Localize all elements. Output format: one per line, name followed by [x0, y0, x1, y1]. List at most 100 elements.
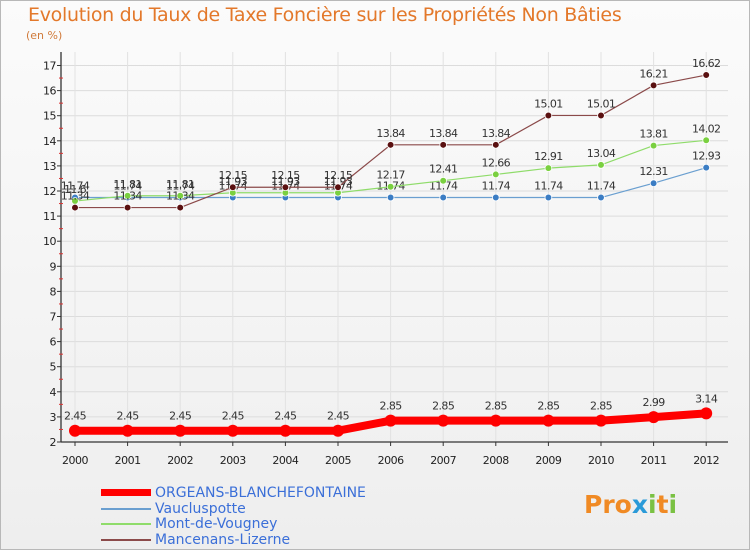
data-point [491, 193, 500, 202]
data-label: 13.04 [587, 147, 616, 160]
data-label: 2.45 [117, 410, 140, 423]
legend-swatch [101, 489, 151, 496]
y-tick-label: 16 [43, 85, 56, 98]
data-label: 12.15 [324, 169, 353, 182]
data-point [702, 136, 710, 145]
data-label: 2.99 [643, 396, 666, 409]
y-tick-label: 14 [43, 135, 56, 148]
data-label: 2.45 [222, 410, 245, 423]
data-point [702, 163, 710, 172]
data-label: 2.85 [380, 400, 403, 413]
data-point [489, 414, 502, 427]
data-point [386, 141, 395, 149]
data-point [71, 203, 79, 212]
x-tick-label: 2002 [167, 454, 193, 467]
data-point [491, 170, 500, 179]
data-point [229, 183, 237, 192]
data-label: 16.21 [639, 67, 668, 80]
data-point [437, 414, 450, 427]
data-label: 2.85 [432, 400, 455, 413]
data-point [649, 141, 658, 150]
data-point [176, 191, 185, 200]
data-label: 11.34 [61, 190, 90, 203]
data-point [597, 111, 605, 120]
y-tick-label: 4 [50, 386, 57, 399]
data-label: 2.45 [64, 410, 87, 423]
data-point [702, 71, 710, 79]
y-tick-label: 7 [50, 311, 57, 324]
data-label: 12.66 [482, 156, 511, 169]
y-tick-label: 11 [43, 210, 56, 223]
x-tick-label: 2006 [378, 454, 404, 467]
data-point [544, 164, 553, 172]
x-tick-label: 2001 [115, 454, 141, 467]
data-label: 2.85 [590, 400, 613, 413]
x-tick-label: 2004 [272, 454, 298, 467]
data-label: 2.45 [327, 410, 350, 423]
data-point [542, 414, 555, 427]
legend-swatch [101, 538, 151, 541]
data-point [544, 111, 553, 120]
data-point [647, 411, 660, 424]
data-point [439, 176, 448, 185]
data-label: 2.45 [169, 410, 192, 423]
data-point [649, 81, 658, 90]
x-tick-label: 2011 [641, 454, 667, 467]
data-label: 13.84 [482, 127, 511, 140]
data-label: 3.14 [695, 392, 718, 405]
data-label: 11.34 [166, 190, 195, 203]
data-point [386, 193, 395, 202]
data-point [281, 183, 290, 192]
data-label: 11.81 [113, 178, 142, 191]
y-tick-label: 3 [50, 411, 57, 424]
chart-title: Evolution du Taux de Taxe Foncière sur l… [28, 4, 622, 26]
y-tick-label: 9 [50, 260, 57, 273]
legend-label: Vaucluspotte [155, 500, 246, 517]
y-tick-label: 17 [43, 60, 56, 73]
data-label: 11.93 [324, 175, 353, 188]
data-point [174, 424, 187, 437]
data-label: 11.74 [429, 180, 458, 193]
data-point [491, 141, 500, 149]
x-tick-label: 2005 [325, 454, 351, 467]
data-point [176, 203, 185, 212]
data-label: 11.74 [482, 180, 511, 193]
data-label: 12.15 [271, 169, 300, 182]
legend-label: Mancenans-Lizerne [155, 531, 291, 548]
data-label: 12.41 [429, 163, 458, 176]
data-label: 11.93 [219, 175, 248, 188]
data-label: 12.17 [376, 169, 405, 182]
data-label: 11.74 [61, 180, 90, 193]
data-point [121, 424, 134, 437]
data-label: 12.15 [219, 169, 248, 182]
y-tick-label: 6 [50, 336, 57, 349]
data-label: 11.74 [534, 180, 563, 193]
data-point [69, 424, 81, 437]
data-label: 11.34 [113, 190, 142, 203]
data-point [334, 183, 342, 192]
data-label: 12.31 [639, 165, 668, 178]
data-point [700, 407, 713, 420]
data-point [597, 193, 605, 202]
y-tick-label: 2 [50, 436, 57, 449]
data-label: 11.74 [113, 180, 142, 193]
legend-swatch [101, 507, 151, 510]
data-point [123, 203, 132, 212]
data-point [439, 193, 448, 202]
data-label: 11.6 [64, 183, 87, 196]
data-label: 2.45 [274, 410, 297, 423]
data-point [649, 179, 658, 188]
y-tick-label: 13 [43, 160, 56, 173]
data-point [595, 414, 607, 427]
y-tick-label: 12 [43, 185, 56, 198]
legend-label: ORGEANS-BLANCHEFONTAINE [155, 485, 366, 501]
x-tick-label: 2000 [62, 454, 88, 467]
data-point [597, 161, 605, 169]
y-tick-label: 5 [50, 361, 57, 374]
data-point [123, 191, 132, 200]
y-tick-label: 8 [50, 285, 57, 298]
data-point [386, 182, 395, 191]
data-label: 11.74 [166, 180, 195, 193]
